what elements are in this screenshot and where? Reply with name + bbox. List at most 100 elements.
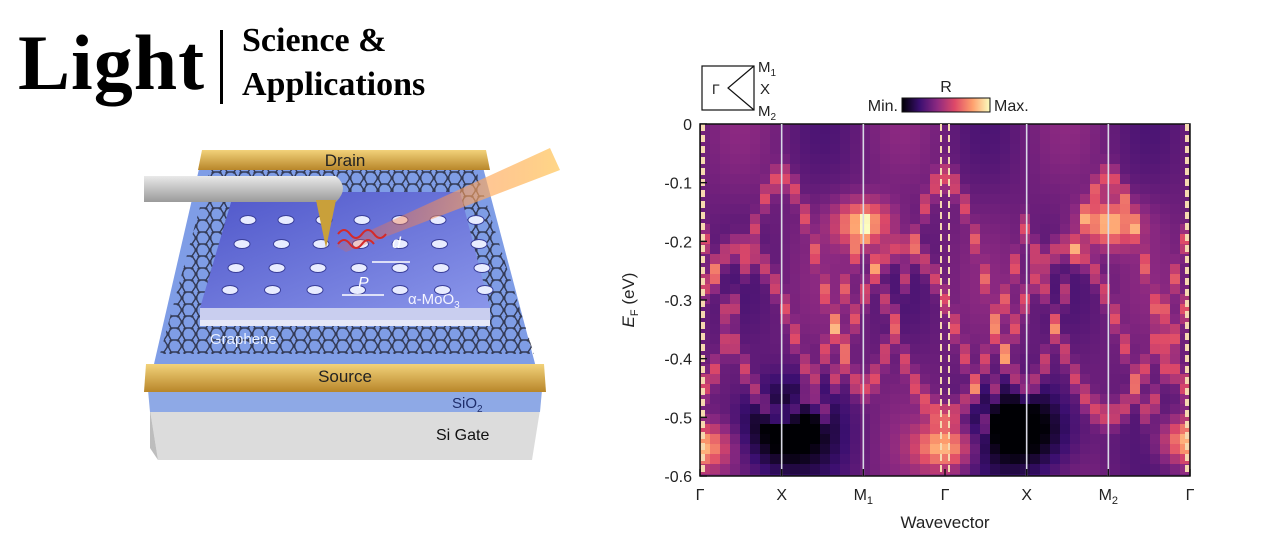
heatmap-cell bbox=[870, 354, 881, 365]
heatmap-cell bbox=[1150, 214, 1161, 225]
heatmap-cell bbox=[860, 404, 871, 415]
heatmap-cell bbox=[750, 394, 761, 405]
heatmap-cell bbox=[890, 274, 901, 285]
heatmap-cell bbox=[920, 214, 931, 225]
heatmap-cell bbox=[990, 214, 1001, 225]
heatmap-cell bbox=[1160, 354, 1171, 365]
heatmap-cell bbox=[1170, 454, 1181, 465]
heatmap-cell bbox=[950, 164, 961, 175]
heatmap-cell bbox=[810, 194, 821, 205]
heatmap-cell bbox=[950, 284, 961, 295]
heatmap-cell bbox=[1090, 144, 1101, 155]
heatmap-cell bbox=[740, 184, 751, 195]
heatmap-cell bbox=[780, 144, 791, 155]
heatmap-cell bbox=[720, 454, 731, 465]
heatmap-cell bbox=[820, 314, 831, 325]
heatmap-cell bbox=[1140, 234, 1151, 245]
heatmap-cell bbox=[1130, 234, 1141, 245]
heatmap-cell bbox=[730, 344, 741, 355]
heatmap-cell bbox=[1070, 374, 1081, 385]
heatmap-cell bbox=[970, 204, 981, 215]
heatmap-cell bbox=[730, 314, 741, 325]
heatmap-cell bbox=[1160, 214, 1171, 225]
heatmap-cell bbox=[960, 344, 971, 355]
heatmap-cell bbox=[980, 214, 991, 225]
heatmap-cell bbox=[1160, 204, 1171, 215]
heatmap-cell bbox=[790, 454, 801, 465]
heatmap-cell bbox=[1090, 404, 1101, 415]
heatmap-cell bbox=[920, 234, 931, 245]
heatmap-cell bbox=[1150, 244, 1161, 255]
heatmap-cell bbox=[1120, 244, 1131, 255]
heatmap-cell bbox=[880, 384, 891, 395]
heatmap-cell bbox=[1160, 414, 1171, 425]
heatmap-cell bbox=[800, 314, 811, 325]
heatmap-cell bbox=[770, 174, 781, 185]
heatmap-cell bbox=[730, 254, 741, 265]
heatmap-cell bbox=[710, 344, 721, 355]
heatmap-cell bbox=[990, 444, 1001, 455]
heatmap-cell bbox=[1060, 304, 1071, 315]
heatmap-cell bbox=[1130, 154, 1141, 165]
heatmap-cell bbox=[760, 264, 771, 275]
heatmap-cell bbox=[1010, 214, 1021, 225]
heatmap-cell bbox=[1120, 464, 1131, 475]
heatmap-cell bbox=[940, 174, 951, 185]
heatmap-cell bbox=[700, 374, 711, 385]
heatmap-cell bbox=[1030, 254, 1041, 265]
heatmap-cell bbox=[1030, 384, 1041, 395]
heatmap-cell bbox=[900, 194, 911, 205]
heatmap-cell bbox=[790, 204, 801, 215]
source-electrode bbox=[144, 364, 546, 392]
heatmap-cell bbox=[870, 384, 881, 395]
heatmap-cell bbox=[770, 284, 781, 295]
heatmap-cell bbox=[800, 294, 811, 305]
heatmap-cell bbox=[710, 334, 721, 345]
heatmap-cell bbox=[1170, 304, 1181, 315]
heatmap-cell bbox=[990, 174, 1001, 185]
heatmap-cell bbox=[1080, 374, 1091, 385]
heatmap-cell bbox=[1030, 154, 1041, 165]
heatmap-cell bbox=[1070, 284, 1081, 295]
heatmap-cell bbox=[1040, 184, 1051, 195]
heatmap-cell bbox=[740, 344, 751, 355]
heatmap-cell bbox=[1160, 444, 1171, 455]
heatmap-cell bbox=[1000, 184, 1011, 195]
heatmap-cell bbox=[880, 254, 891, 265]
colorbar-max-label: Max. bbox=[994, 98, 1029, 115]
heatmap-cell bbox=[1090, 264, 1101, 275]
heatmap-cell bbox=[1000, 394, 1011, 405]
heatmap-cell bbox=[1110, 374, 1121, 385]
heatmap-cell bbox=[910, 204, 921, 215]
heatmap-cell bbox=[1130, 144, 1141, 155]
heatmap-cell bbox=[1070, 164, 1081, 175]
heatmap-cell bbox=[800, 264, 811, 275]
heatmap-cell bbox=[1070, 234, 1081, 245]
heatmap-cell bbox=[950, 214, 961, 225]
heatmap-cell bbox=[980, 354, 991, 365]
heatmap-cell bbox=[850, 294, 861, 305]
heatmap-cell bbox=[830, 214, 841, 225]
y-tick-label: -0.2 bbox=[664, 234, 692, 251]
heatmap-cell bbox=[1130, 204, 1141, 215]
heatmap-cell bbox=[1090, 164, 1101, 175]
heatmap-cell bbox=[810, 154, 821, 165]
heatmap-cell bbox=[840, 124, 851, 135]
heatmap-cell bbox=[800, 164, 811, 175]
heatmap-cell bbox=[910, 354, 921, 365]
heatmap-cell bbox=[1100, 164, 1111, 175]
heatmap-cell bbox=[740, 424, 751, 435]
heatmap-cell bbox=[770, 214, 781, 225]
heatmap-cell bbox=[750, 434, 761, 445]
heatmap-cell bbox=[990, 334, 1001, 345]
heatmap-cell bbox=[1100, 214, 1111, 225]
heatmap-cell bbox=[990, 254, 1001, 265]
heatmap-cell bbox=[880, 244, 891, 255]
heatmap-cell bbox=[970, 324, 981, 335]
heatmap-cell bbox=[1080, 414, 1091, 425]
heatmap-cell bbox=[880, 274, 891, 285]
heatmap-cell bbox=[720, 244, 731, 255]
heatmap-cell bbox=[1060, 324, 1071, 335]
afm-cantilever bbox=[144, 176, 343, 202]
heatmap-cell bbox=[1180, 294, 1191, 305]
